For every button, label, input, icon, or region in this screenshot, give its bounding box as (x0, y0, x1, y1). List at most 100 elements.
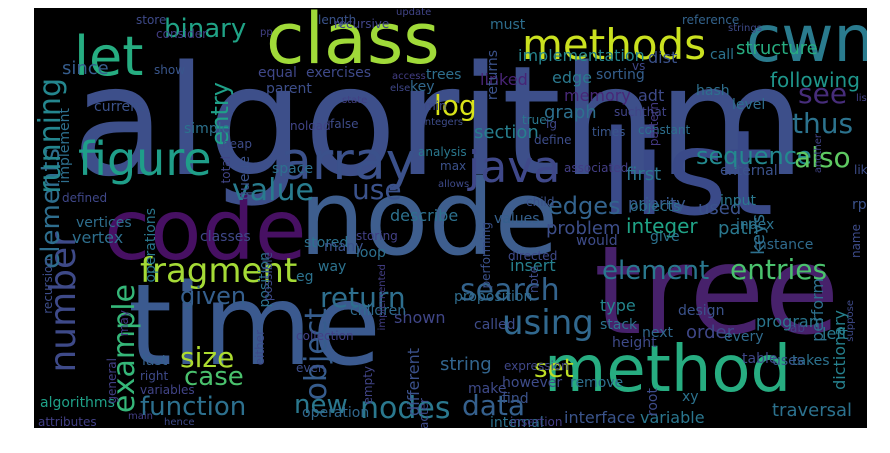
word-directed: directed (508, 249, 558, 263)
word-methods: methods (522, 20, 707, 69)
word-operation: operation (302, 405, 370, 421)
word-left: left (822, 324, 848, 343)
word-input: input (720, 193, 757, 209)
word-shown: shown (394, 308, 446, 327)
word-algorithm: algorithm (72, 33, 806, 210)
word-constant: constant (638, 123, 691, 137)
word-program: program (756, 312, 825, 331)
word-may: may (117, 310, 131, 337)
word-attributes: attributes (38, 415, 97, 428)
word-function: function (140, 392, 247, 422)
word-variables: variables (140, 383, 195, 397)
word-key: key (410, 79, 435, 95)
word-find: find (502, 391, 529, 407)
word-many: many (324, 239, 364, 255)
word-see: see (798, 77, 848, 110)
word-empty: empty (361, 366, 375, 405)
word-perform: perform (808, 278, 827, 342)
word-loop: loop (356, 245, 386, 261)
word-method: method (544, 333, 792, 407)
word-adt: adt (638, 86, 665, 105)
word-vertex: vertex (72, 228, 124, 247)
word-classes: classes (200, 229, 251, 245)
word-max: max (440, 159, 467, 173)
word-recursion: recursion (41, 258, 55, 314)
word-set: set (534, 354, 574, 384)
word-storing: storing (356, 229, 398, 243)
word-code: code (104, 181, 307, 279)
word-returns: returns (485, 50, 501, 101)
word-every: every (724, 329, 764, 345)
word-algorithms: algorithms (40, 395, 115, 411)
word-called: called (474, 317, 516, 333)
word-since: since (62, 58, 109, 79)
word-also: also (794, 141, 851, 174)
word-defined: defined (62, 191, 108, 205)
word-array: array (280, 132, 417, 192)
word-lists: lists (856, 93, 867, 104)
word-figure: figure (78, 132, 212, 186)
word-queue: queue (237, 156, 253, 200)
word-general: general (105, 358, 119, 404)
word-value: value (232, 173, 314, 208)
word-equal: equal (258, 65, 297, 81)
word-make: make (468, 381, 507, 397)
word-values: values (494, 211, 540, 227)
word-element: element (602, 256, 710, 286)
word-give: give (650, 229, 680, 245)
word-uses: uses (772, 353, 805, 369)
word-pp: pp (260, 27, 273, 38)
word-state: state (342, 95, 368, 106)
word-strings: strings (728, 23, 762, 34)
word-simple: simple (184, 121, 231, 137)
word-search: search (460, 273, 560, 308)
word-update: update (396, 8, 432, 18)
word-even: even (296, 361, 326, 375)
word-root: root (645, 388, 661, 417)
word-however: however (502, 375, 563, 391)
word-cwnd: cwnd (746, 8, 867, 77)
word-consider: consider (156, 27, 208, 41)
word-lg: lg (546, 117, 557, 131)
word-xy: xy (682, 389, 699, 405)
word-hash: hash (696, 83, 730, 99)
word-string: string (440, 354, 492, 375)
word-eg: eg (296, 269, 314, 285)
word-thus: thus (792, 107, 854, 140)
word-call: call (710, 47, 735, 63)
word-structure: structure (736, 38, 818, 59)
word-vertices: vertices (76, 215, 132, 231)
word-binary: binary (164, 14, 247, 44)
word-time: time (128, 261, 382, 391)
word-would: would (576, 233, 618, 249)
word-way: way (318, 259, 347, 275)
word-current: current (94, 99, 145, 115)
word-heap: heap (222, 137, 252, 151)
word-proposition: proposition (454, 289, 533, 305)
word-possible: possible (261, 252, 275, 302)
word-height: height (612, 335, 657, 351)
word-object: object (299, 308, 334, 401)
word-insert: insert (510, 256, 556, 275)
word-character: character (417, 398, 431, 428)
word-right: right (140, 369, 169, 383)
word-traversal: traversal (772, 400, 853, 421)
word-entries: entries (730, 253, 828, 286)
word-space: space (272, 161, 314, 177)
word-either: either (253, 330, 267, 366)
word-given: given (180, 282, 247, 310)
word-java: java (468, 142, 561, 193)
word-name: name (849, 224, 863, 259)
word-sequence: sequence (696, 142, 812, 170)
word-note: note (527, 266, 541, 294)
word-takes: takes (792, 353, 830, 369)
word-memory: memory (564, 86, 631, 105)
word-expression: expression (504, 359, 569, 373)
word-list: list (600, 104, 774, 242)
word-variable: variable (640, 408, 705, 427)
word-type: type (600, 296, 636, 315)
word-used: used (698, 198, 742, 219)
word-use: use (352, 173, 402, 206)
word-edge: edge (552, 68, 592, 87)
word-operations: operations (143, 208, 159, 283)
